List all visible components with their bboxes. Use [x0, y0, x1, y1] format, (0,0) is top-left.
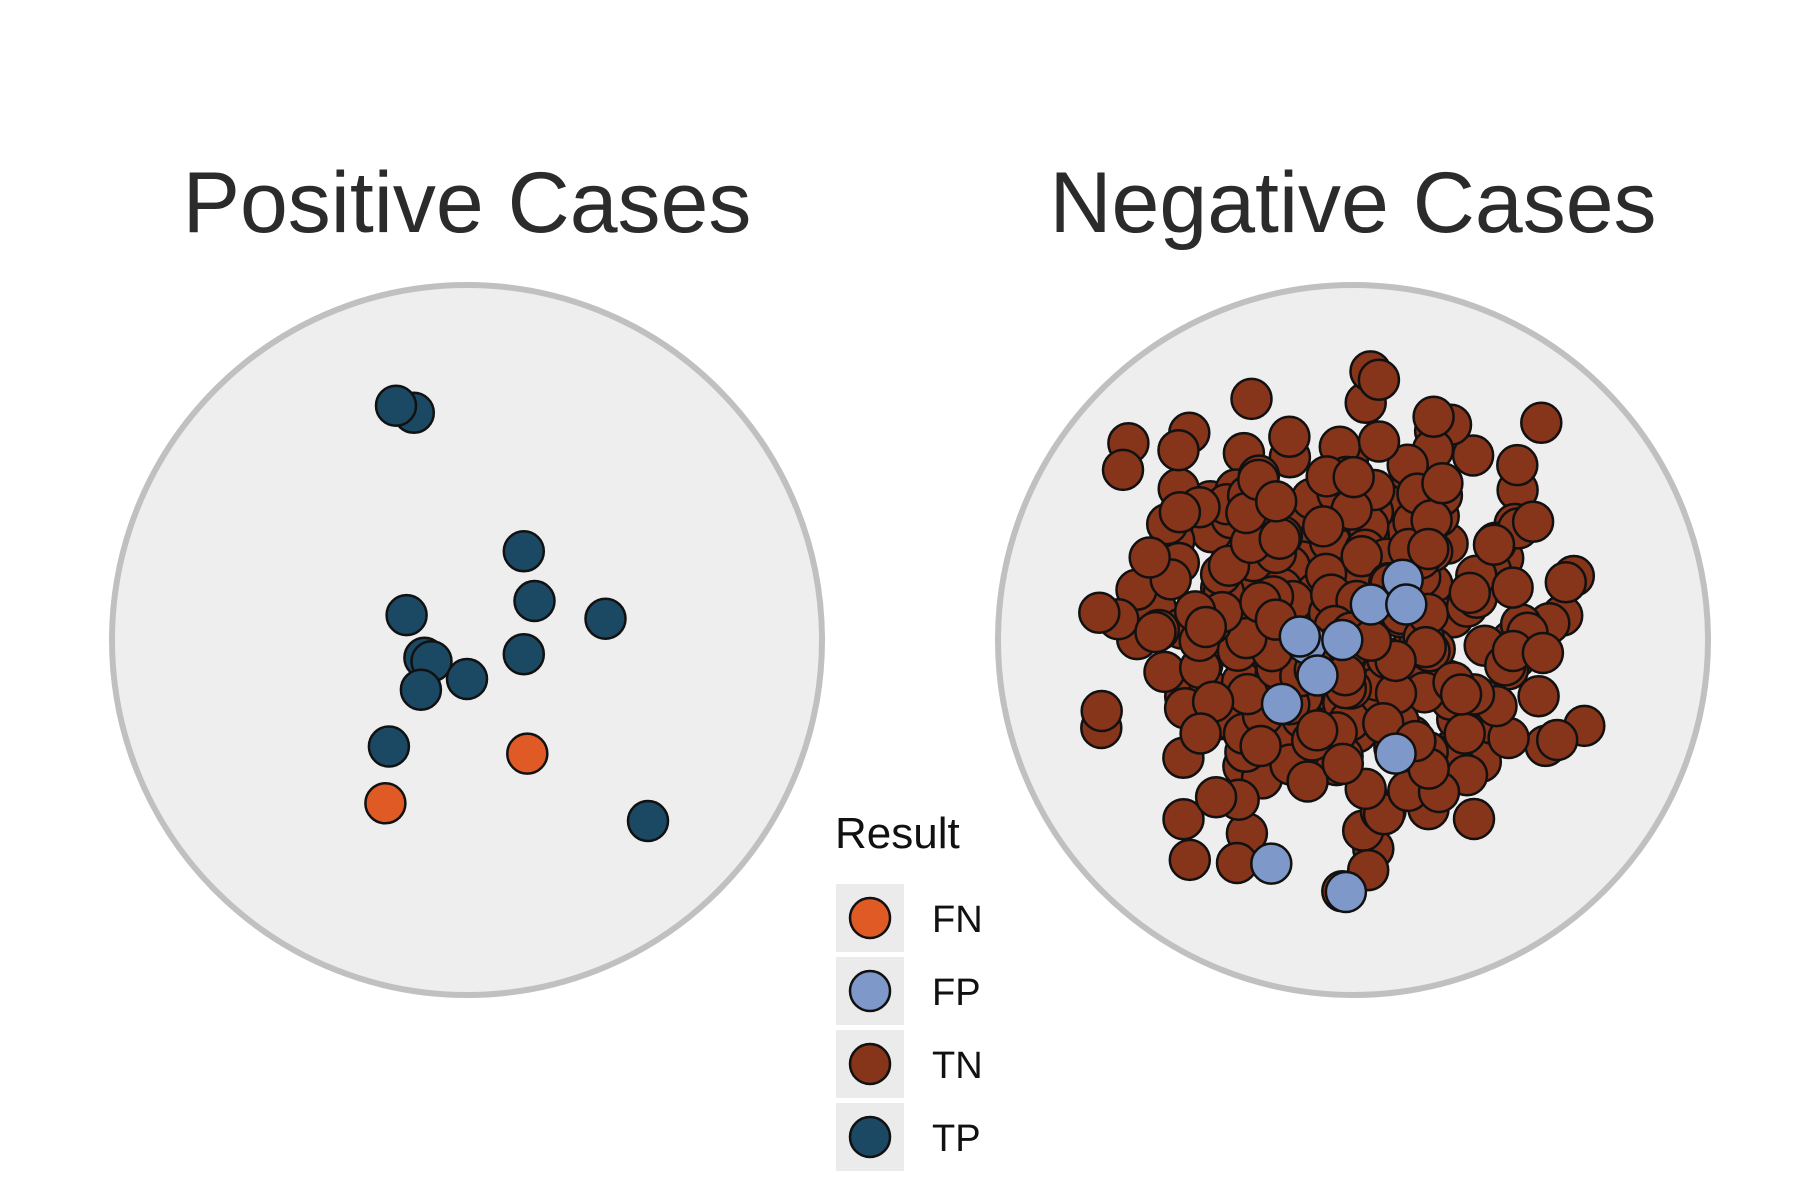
- point-fp: [1349, 583, 1393, 626]
- point-tn: [1194, 775, 1238, 819]
- point-tn: [1521, 631, 1565, 675]
- point-tn: [1357, 358, 1401, 402]
- point-tn: [1407, 527, 1450, 571]
- point-tn: [1452, 797, 1496, 841]
- legend-swatch-tp: [848, 1115, 892, 1159]
- point-tn: [1421, 462, 1464, 505]
- point-tn: [1357, 420, 1401, 463]
- legend-swatch-fp: [848, 969, 892, 1013]
- point-tn: [1179, 712, 1222, 755]
- point-tn: [1448, 571, 1492, 615]
- point-tp: [374, 384, 418, 427]
- legend-label-tp: TP: [932, 1118, 981, 1160]
- point-tn: [1158, 491, 1202, 534]
- point-tn: [1239, 724, 1282, 768]
- point-tp: [513, 579, 556, 623]
- point-tn: [1080, 689, 1123, 733]
- point-fp: [1260, 682, 1304, 726]
- point-tn: [1439, 673, 1483, 716]
- point-fn: [364, 782, 407, 825]
- point-tn: [1544, 561, 1588, 604]
- point-tp: [399, 668, 443, 711]
- point-fp: [1321, 618, 1364, 662]
- point-fp: [1374, 732, 1417, 775]
- point-tp: [367, 725, 411, 768]
- point-tn: [1301, 505, 1345, 548]
- legend-label-fn: FN: [932, 899, 983, 941]
- point-tn: [1143, 650, 1186, 694]
- point-tn: [1268, 415, 1311, 459]
- legend-label-tn: TN: [932, 1045, 983, 1087]
- point-fp: [1278, 615, 1322, 658]
- point-tn: [1295, 709, 1339, 752]
- points-negative: [1078, 350, 1606, 914]
- legend-label-fp: FP: [932, 972, 981, 1014]
- panel-disc-positive: [109, 282, 825, 998]
- panel-title-positive: Positive Cases: [183, 155, 752, 251]
- panel-negative-cases: Negative Cases: [995, 155, 1711, 998]
- point-tn: [1101, 448, 1145, 492]
- point-tn: [1491, 566, 1534, 609]
- points-positive: [364, 384, 670, 843]
- panel-positive-cases: Positive Cases: [109, 155, 825, 998]
- point-tp: [385, 593, 428, 637]
- point-tp: [584, 597, 627, 640]
- legend: Result FN FP TN TP: [835, 809, 983, 1171]
- point-fp: [1250, 842, 1293, 885]
- point-tn: [1517, 674, 1560, 718]
- point-fp: [1324, 870, 1368, 914]
- point-tn: [1443, 712, 1486, 755]
- point-tn: [1230, 377, 1273, 421]
- point-tn: [1332, 455, 1375, 499]
- point-tn: [1128, 536, 1171, 579]
- point-tn: [1535, 718, 1579, 762]
- point-tn: [1472, 523, 1516, 566]
- point-tp: [626, 799, 670, 843]
- point-tn: [1496, 443, 1539, 487]
- legend-title: Result: [835, 809, 960, 858]
- point-tn: [1412, 395, 1455, 439]
- point-tn: [1134, 610, 1177, 654]
- point-tn: [1157, 428, 1200, 472]
- point-tn: [1254, 480, 1298, 523]
- point-tn: [1168, 838, 1212, 882]
- point-tn: [1321, 742, 1365, 786]
- point-tn: [1340, 535, 1383, 578]
- point-tn: [1520, 401, 1563, 445]
- legend-swatch-tn: [848, 1042, 892, 1086]
- point-tn: [1184, 605, 1228, 649]
- point-tn: [1286, 760, 1329, 803]
- point-tp: [502, 530, 546, 573]
- point-tp: [502, 632, 546, 676]
- panel-title-negative: Negative Cases: [1049, 155, 1656, 251]
- point-tp: [445, 657, 489, 701]
- legend-swatch-fn: [848, 896, 892, 940]
- point-tn: [1258, 517, 1301, 560]
- point-fp: [1296, 654, 1339, 697]
- point-fn: [506, 732, 549, 775]
- point-fp: [1385, 583, 1428, 626]
- point-tn: [1511, 500, 1555, 543]
- point-tn: [1078, 591, 1121, 635]
- point-tn: [1162, 797, 1205, 841]
